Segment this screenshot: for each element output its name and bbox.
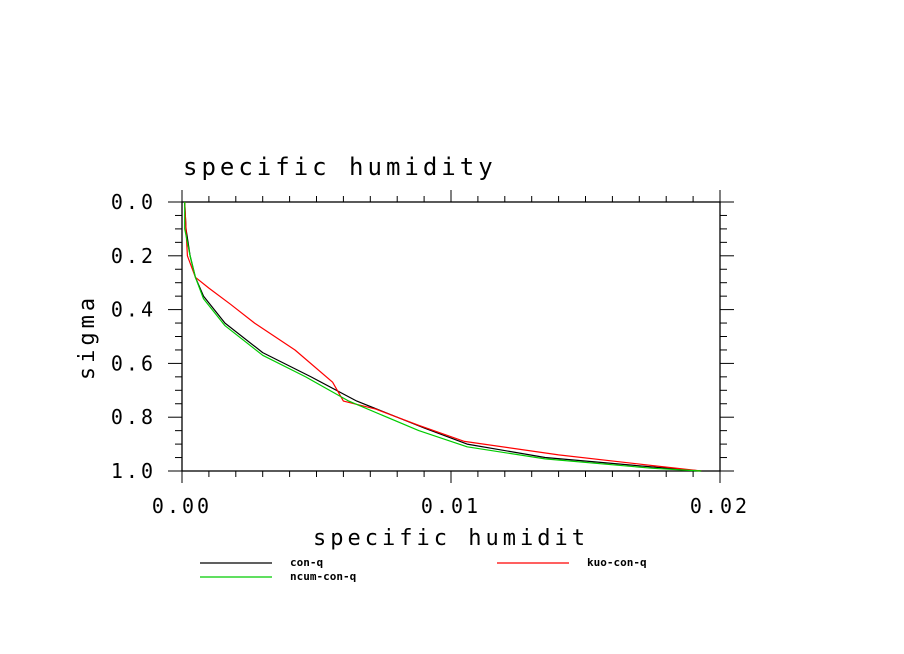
series-line-ncum-con-q: [184, 202, 702, 472]
legend-label-ncum-con-q: ncum-con-q: [290, 570, 356, 583]
tick-marks: [168, 190, 734, 483]
plot-frame: [181, 201, 721, 472]
legend-label-con-q: con-q: [290, 556, 323, 569]
y-tick-label: 0.4: [111, 298, 156, 322]
x-tick-labels: 0.00 0.01 0.02: [152, 494, 750, 518]
x-tick-label: 0.02: [690, 494, 750, 518]
series-lines: [184, 201, 702, 472]
x-axis-label: specific humidit: [313, 526, 589, 551]
y-tick-label: 0.6: [111, 351, 156, 375]
y-axis-label: sigma: [75, 294, 100, 380]
legend: con-q kuo-con-q ncum-con-q: [200, 556, 647, 583]
chart-title: specific humidity: [183, 153, 497, 181]
x-tick-label: 0.01: [421, 494, 481, 518]
x-tick-label: 0.00: [152, 494, 212, 518]
series-line-con-q: [184, 201, 702, 472]
y-tick-labels: 0.0 0.2 0.4 0.6 0.8 1.0: [111, 190, 156, 483]
legend-label-kuo-con-q: kuo-con-q: [587, 556, 647, 569]
series-line-kuo-con-q: [184, 201, 702, 472]
y-tick-label: 0.2: [111, 244, 156, 268]
y-tick-label: 0.8: [111, 405, 156, 429]
y-tick-label: 0.0: [111, 190, 156, 214]
y-tick-label: 1.0: [111, 459, 156, 483]
